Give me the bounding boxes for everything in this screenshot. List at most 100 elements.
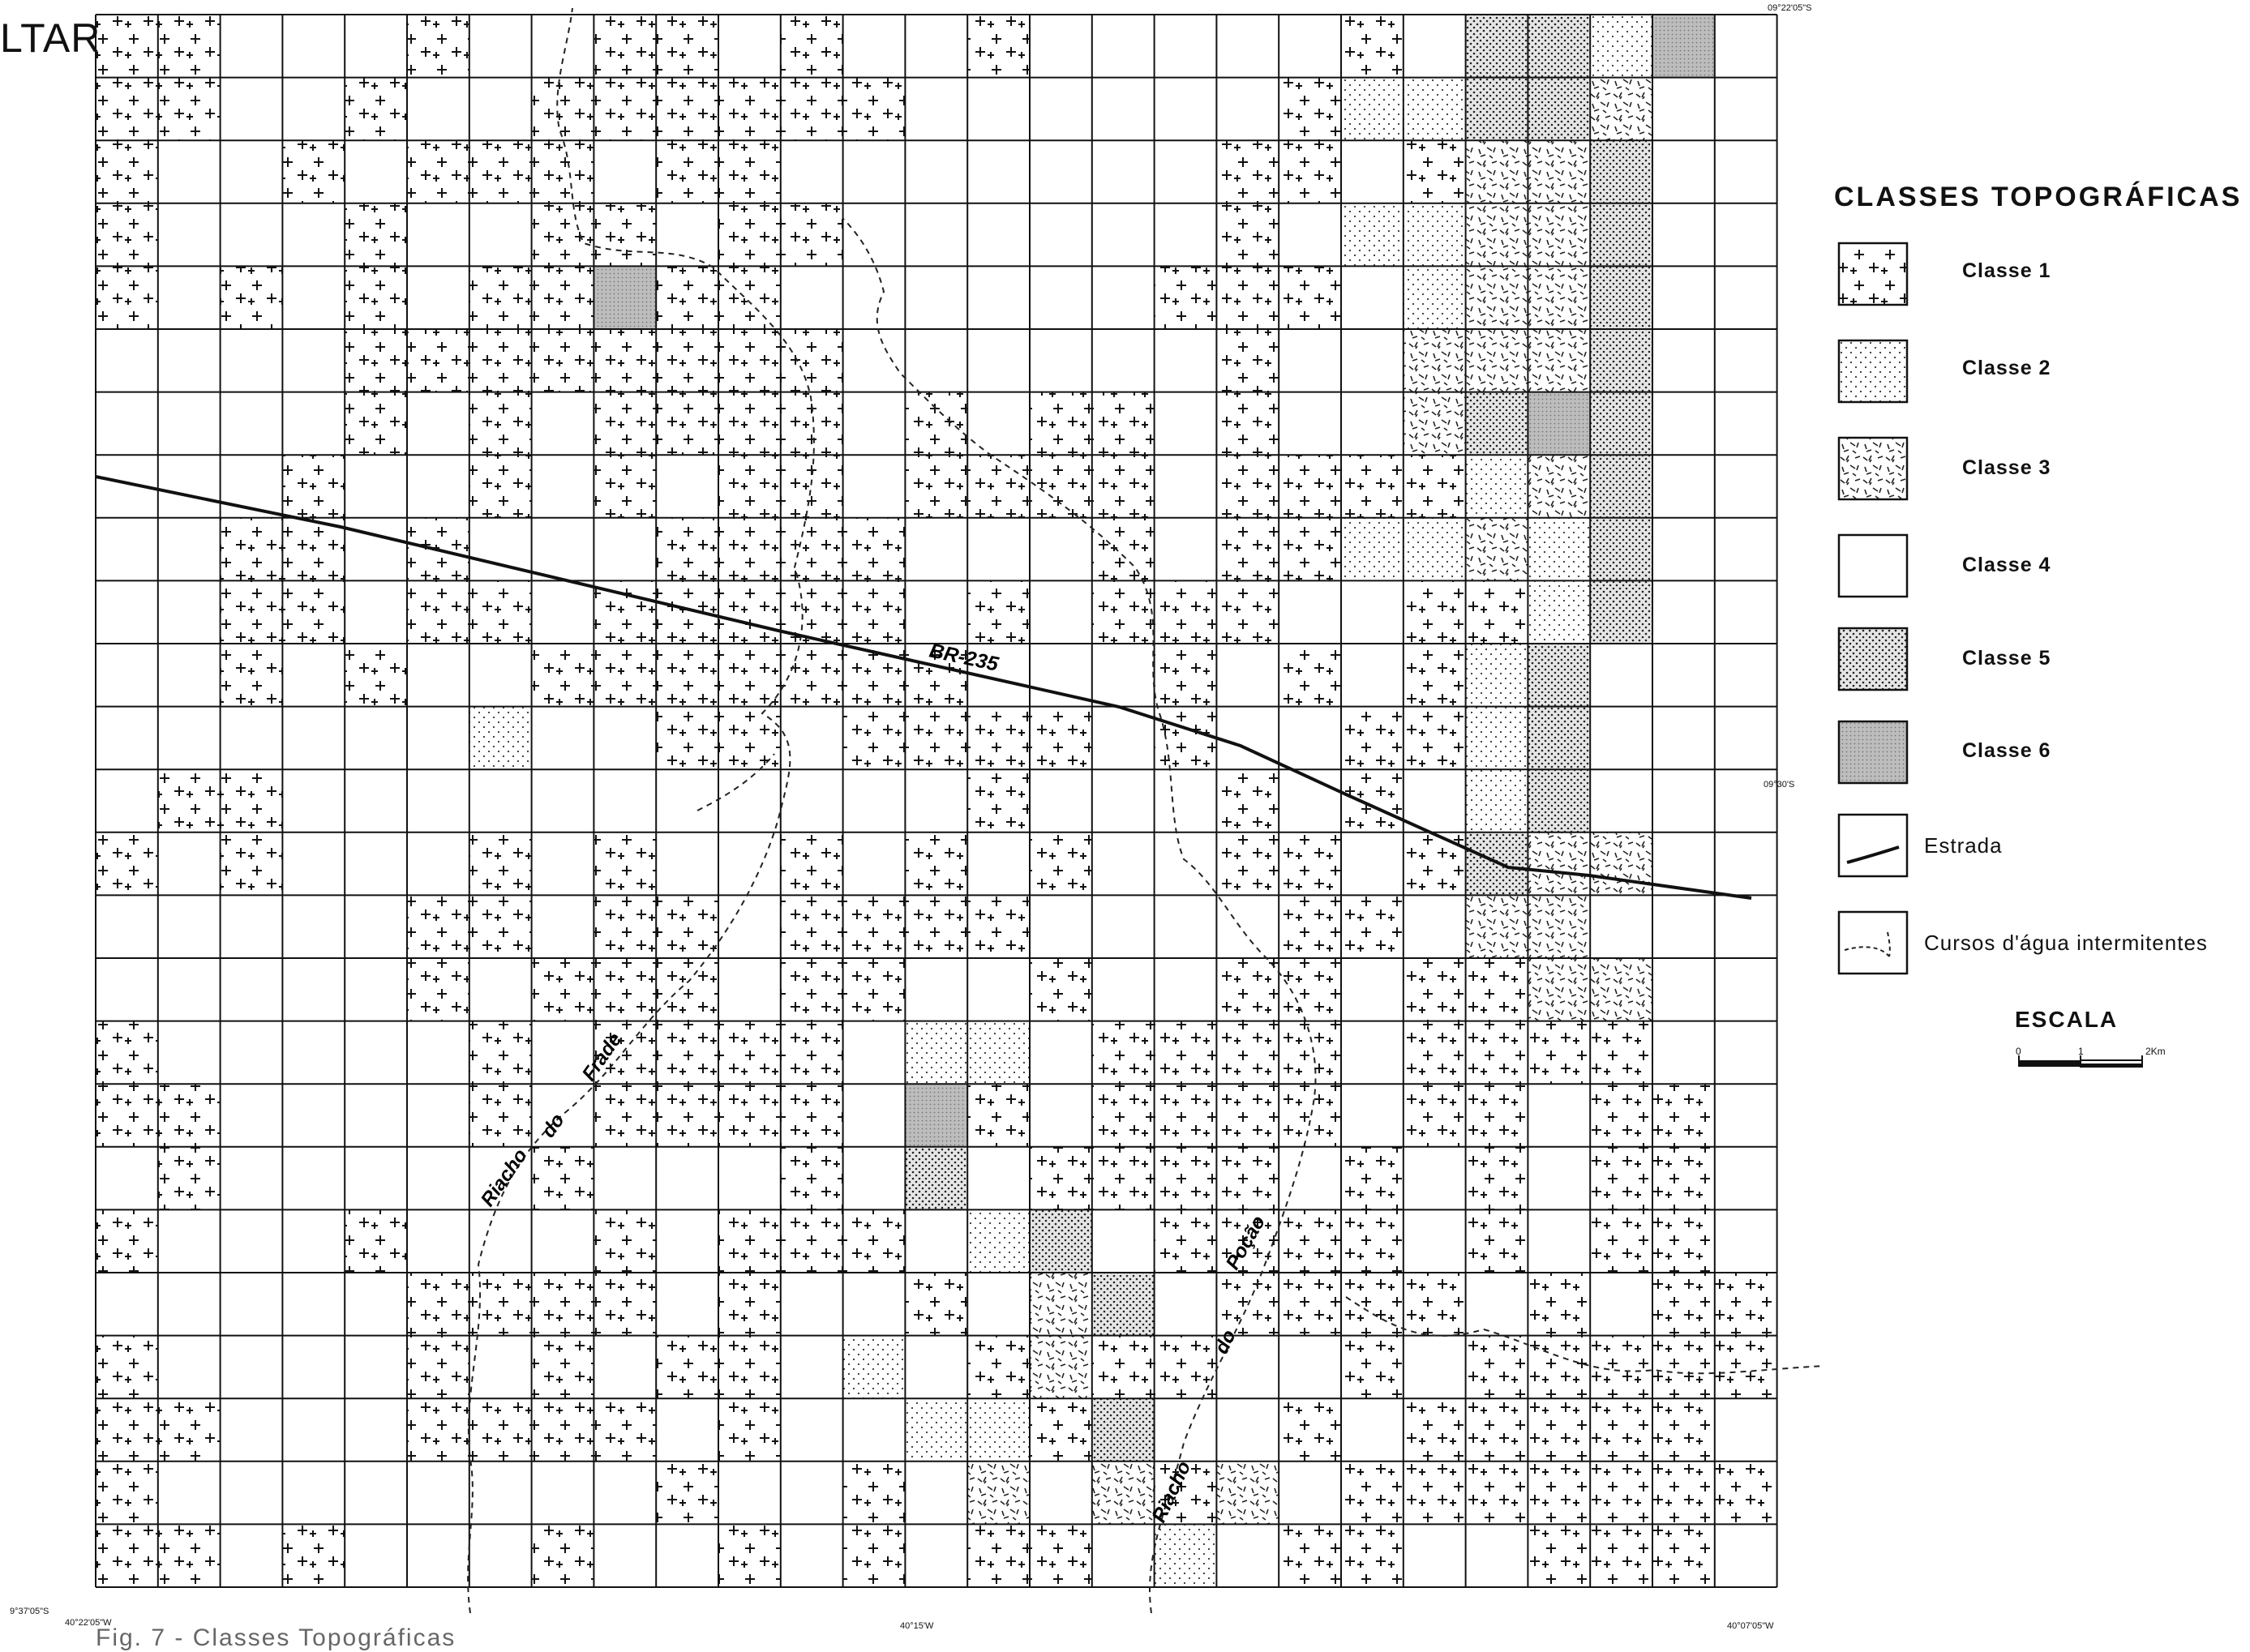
map-cell-classe-3 — [1528, 266, 1591, 329]
map-cell-classe-1 — [282, 580, 345, 644]
map-cell-classe-1 — [905, 832, 968, 896]
map-cell-classe-1 — [96, 1084, 158, 1147]
class-cells — [96, 15, 1777, 1587]
map-cell-classe-1 — [967, 895, 1030, 958]
map-cell-classe-1 — [531, 77, 594, 141]
map-cell-classe-1 — [718, 392, 781, 456]
map-cell-classe-6 — [1528, 392, 1591, 456]
map-cell-classe-5 — [1465, 392, 1528, 456]
map-cell-classe-1 — [220, 644, 283, 707]
map-cell-classe-1 — [718, 1021, 781, 1085]
map-cell-classe-1 — [345, 329, 407, 392]
map-cell-classe-1 — [967, 1084, 1030, 1147]
map-cell-classe-1 — [967, 1335, 1030, 1399]
map-cell-classe-1 — [1528, 1524, 1591, 1587]
map-cell-classe-1 — [1154, 266, 1217, 329]
map-cell-classe-3 — [1403, 392, 1466, 456]
map-cell-classe-1 — [1341, 895, 1404, 958]
map-cell-classe-1 — [96, 140, 158, 203]
map-cell-classe-1 — [967, 455, 1030, 518]
map-cell-classe-1 — [594, 329, 657, 392]
map-cell-classe-1 — [1030, 1398, 1092, 1462]
map-cell-classe-1 — [1465, 1146, 1528, 1210]
map-cell-classe-1 — [469, 895, 532, 958]
map-cell-classe-1 — [842, 1524, 906, 1587]
map-cell-classe-1 — [1403, 1273, 1466, 1336]
map-cell-classe-1 — [842, 77, 906, 141]
map-cell-classe-1 — [594, 958, 657, 1021]
map-cell-classe-1 — [469, 580, 532, 644]
map-cell-classe-5 — [1590, 329, 1652, 392]
map-cell-classe-1 — [1279, 77, 1341, 141]
streams — [467, 7, 1825, 1614]
map-cell-classe-1 — [1341, 706, 1404, 770]
map-cell-classe-1 — [594, 455, 657, 518]
map-cell-classe-1 — [718, 706, 781, 770]
legend-swatch-cursos — [1837, 910, 1909, 975]
map-cell-classe-1 — [780, 455, 843, 518]
map-cell-classe-1 — [594, 77, 657, 141]
map-cell-classe-2 — [1154, 1524, 1217, 1587]
map-cell-classe-1 — [594, 895, 657, 958]
scale-start-label: 0 — [2016, 1046, 2021, 1057]
map-cell-classe-1 — [905, 1273, 968, 1336]
map-cell-classe-1 — [1465, 1461, 1528, 1525]
grid-lines — [95, 14, 1778, 1588]
map-cell-classe-2 — [1465, 455, 1528, 518]
map-cell-classe-1 — [282, 1524, 345, 1587]
map-cell-classe-1 — [594, 1084, 657, 1147]
map-cell-classe-1 — [1279, 1524, 1341, 1587]
map-cell-classe-1 — [1465, 1209, 1528, 1273]
map-cell-classe-1 — [780, 329, 843, 392]
map-cell-classe-2 — [1341, 517, 1404, 581]
map-cell-classe-1 — [1091, 1084, 1155, 1147]
cropped-title-fragment: LTAR — [0, 15, 101, 61]
legend-swatch-classe-2 — [1837, 339, 1909, 404]
coord-bottom-left-lon: 40°22'05"W — [65, 1618, 112, 1628]
map-cell-classe-1 — [780, 1146, 843, 1210]
figure-caption: Fig. 7 - Classes Topográficas — [96, 1624, 456, 1651]
map-cell-classe-5 — [1590, 517, 1652, 581]
coord-bottom-mid-lon: 40°15'W — [900, 1621, 934, 1631]
map-cell-classe-1 — [905, 392, 968, 456]
map-cell-classe-1 — [531, 140, 594, 203]
map-cell-classe-1 — [1652, 1273, 1715, 1336]
legend-swatch-estrada — [1837, 813, 1909, 878]
map-cell-classe-1 — [1341, 1273, 1404, 1336]
map-cell-classe-3 — [1528, 329, 1591, 392]
map-cell-classe-1 — [718, 1524, 781, 1587]
map-cell-classe-1 — [1465, 1335, 1528, 1399]
map-cell-classe-1 — [1590, 1146, 1652, 1210]
map-cell-classe-1 — [96, 1335, 158, 1399]
map-cell-classe-2 — [1590, 15, 1652, 78]
map-cell-classe-1 — [594, 580, 657, 644]
map-cell-classe-1 — [1528, 1335, 1591, 1399]
map-cell-classe-3 — [1465, 895, 1528, 958]
map-cell-classe-1 — [345, 1209, 407, 1273]
map-cell-classe-1 — [220, 769, 283, 832]
map-cell-classe-3 — [1528, 832, 1591, 896]
map-cell-classe-1 — [780, 1021, 843, 1085]
map-cell-classe-1 — [1279, 1209, 1341, 1273]
map-cell-classe-2 — [1465, 644, 1528, 707]
map-cell-classe-1 — [407, 895, 469, 958]
map-cell-classe-1 — [469, 392, 532, 456]
scale-bar — [2018, 1055, 2143, 1068]
map-cell-classe-1 — [1216, 1209, 1279, 1273]
map-cell-classe-1 — [1154, 580, 1217, 644]
map-cell-classe-3 — [1590, 958, 1652, 1021]
map-cell-classe-1 — [905, 644, 968, 707]
map-cell-classe-1 — [96, 266, 158, 329]
map-cell-classe-1 — [1590, 1398, 1652, 1462]
map-cell-classe-1 — [1403, 1021, 1466, 1085]
map-cell-classe-1 — [407, 15, 469, 78]
map-cell-classe-1 — [780, 895, 843, 958]
coord-bottom-right-lon: 40°07'05"W — [1727, 1621, 1774, 1631]
map-cell-classe-1 — [1216, 203, 1279, 267]
legend-label-estrada: Estrada — [1924, 833, 2003, 858]
map-cell-classe-1 — [1030, 1146, 1092, 1210]
map-cell-classe-1 — [1091, 1335, 1155, 1399]
map-cell-classe-1 — [967, 1524, 1030, 1587]
map-cell-classe-1 — [96, 1209, 158, 1273]
map-cell-classe-1 — [656, 15, 718, 78]
